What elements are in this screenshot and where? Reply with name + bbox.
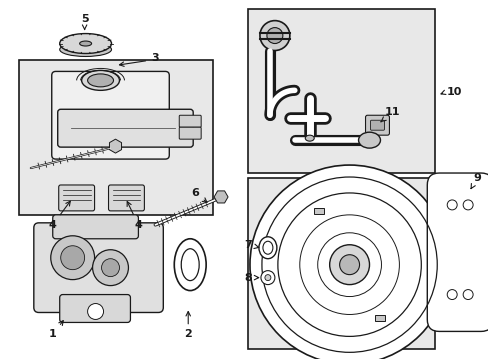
Circle shape — [339, 255, 359, 275]
Ellipse shape — [305, 135, 314, 141]
FancyBboxPatch shape — [179, 115, 201, 127]
Text: 11: 11 — [380, 107, 399, 122]
Ellipse shape — [60, 33, 111, 54]
FancyBboxPatch shape — [58, 109, 193, 147]
Text: 6: 6 — [191, 188, 206, 202]
Text: 7: 7 — [244, 240, 258, 250]
Circle shape — [102, 259, 119, 276]
Bar — [19, 60, 213, 215]
Text: 5: 5 — [81, 14, 88, 30]
Circle shape — [61, 246, 84, 270]
Circle shape — [447, 200, 456, 210]
FancyBboxPatch shape — [53, 215, 138, 239]
Circle shape — [260, 21, 289, 50]
Text: 2: 2 — [184, 311, 192, 339]
Text: 10: 10 — [446, 87, 461, 97]
FancyBboxPatch shape — [60, 294, 130, 323]
Text: 4: 4 — [127, 202, 142, 230]
Circle shape — [87, 303, 103, 319]
Ellipse shape — [80, 41, 91, 46]
Circle shape — [51, 236, 94, 280]
FancyBboxPatch shape — [52, 71, 169, 159]
Ellipse shape — [358, 132, 380, 148]
Bar — [247, 9, 434, 173]
FancyBboxPatch shape — [108, 185, 144, 211]
FancyBboxPatch shape — [34, 223, 163, 312]
Bar — [375, 315, 385, 321]
Circle shape — [462, 289, 472, 300]
Ellipse shape — [87, 74, 113, 87]
Circle shape — [266, 28, 282, 44]
Circle shape — [462, 200, 472, 210]
Text: 9: 9 — [470, 173, 480, 189]
Ellipse shape — [259, 237, 276, 259]
Bar — [313, 208, 323, 214]
Circle shape — [261, 271, 274, 285]
Circle shape — [249, 165, 448, 360]
Text: 3: 3 — [151, 54, 159, 63]
Circle shape — [447, 289, 456, 300]
Ellipse shape — [60, 42, 111, 57]
FancyBboxPatch shape — [427, 173, 488, 332]
Bar — [247, 178, 434, 349]
FancyBboxPatch shape — [59, 185, 94, 211]
Ellipse shape — [81, 71, 119, 90]
Circle shape — [264, 275, 270, 280]
Circle shape — [92, 250, 128, 285]
FancyBboxPatch shape — [365, 115, 388, 135]
Text: 1: 1 — [49, 321, 63, 339]
Circle shape — [329, 245, 369, 285]
Text: 4: 4 — [49, 201, 70, 230]
Ellipse shape — [174, 239, 206, 291]
Text: 8: 8 — [244, 273, 258, 283]
FancyBboxPatch shape — [370, 120, 384, 130]
FancyBboxPatch shape — [179, 127, 201, 139]
